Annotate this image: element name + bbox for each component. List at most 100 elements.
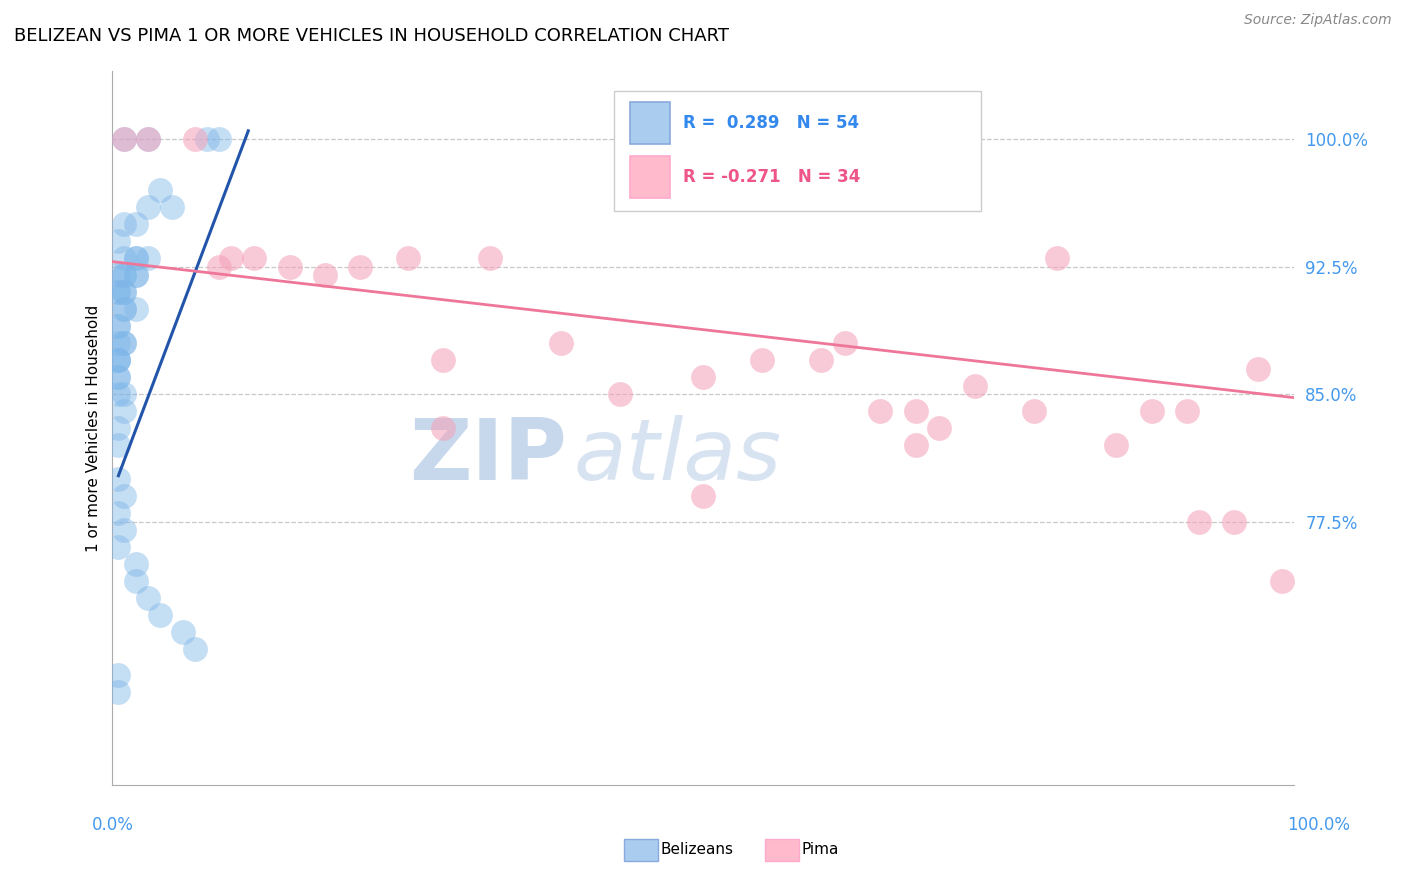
Point <box>112 523 135 537</box>
Point <box>112 268 135 283</box>
FancyBboxPatch shape <box>630 155 669 198</box>
Point <box>396 252 419 266</box>
Point <box>125 252 148 266</box>
Point <box>149 183 172 197</box>
Point <box>107 472 129 486</box>
Point <box>149 608 172 623</box>
Point <box>314 268 336 283</box>
Point <box>112 285 135 300</box>
Point <box>1140 404 1163 418</box>
Point <box>609 387 631 401</box>
Point <box>1046 252 1069 266</box>
Point <box>219 252 242 266</box>
Point <box>243 252 266 266</box>
Point <box>1223 515 1246 529</box>
Point <box>172 625 194 640</box>
Point <box>928 421 950 435</box>
Text: R =  0.289   N = 54: R = 0.289 N = 54 <box>683 114 859 132</box>
Point <box>184 132 207 146</box>
Point <box>107 353 129 368</box>
Point <box>834 336 856 351</box>
Point <box>112 252 135 266</box>
Point <box>125 557 148 571</box>
Point <box>1247 361 1270 376</box>
Point <box>125 252 148 266</box>
Point <box>195 132 218 146</box>
Point <box>692 489 714 503</box>
Point <box>107 353 129 368</box>
Point <box>1175 404 1198 418</box>
Point <box>107 506 129 520</box>
Point <box>136 591 159 605</box>
Point <box>184 642 207 657</box>
Point <box>963 378 986 392</box>
Point <box>112 489 135 503</box>
Point <box>107 438 129 452</box>
Point <box>751 353 773 368</box>
Point <box>107 540 129 554</box>
Point <box>112 336 135 351</box>
Point <box>125 268 148 283</box>
Point <box>1188 515 1211 529</box>
Text: Pima: Pima <box>801 842 839 856</box>
Point <box>869 404 891 418</box>
Point <box>1022 404 1045 418</box>
Point <box>136 200 159 214</box>
Point <box>692 370 714 384</box>
Text: 0.0%: 0.0% <box>91 816 134 834</box>
Point <box>112 302 135 317</box>
Point <box>107 370 129 384</box>
Point <box>904 404 927 418</box>
Point <box>125 268 148 283</box>
Point <box>107 353 129 368</box>
Point <box>208 260 231 274</box>
Point <box>160 200 183 214</box>
Point <box>112 387 135 401</box>
Point <box>1105 438 1128 452</box>
Point <box>107 421 129 435</box>
Text: atlas: atlas <box>574 415 782 499</box>
Point <box>136 132 159 146</box>
Point <box>136 252 159 266</box>
Point <box>107 285 129 300</box>
Point <box>904 438 927 452</box>
Point <box>107 319 129 334</box>
Point <box>107 319 129 334</box>
Y-axis label: 1 or more Vehicles in Household: 1 or more Vehicles in Household <box>86 304 101 552</box>
Point <box>107 285 129 300</box>
Point <box>125 574 148 588</box>
Point <box>125 217 148 231</box>
Point <box>107 336 129 351</box>
Point <box>479 252 502 266</box>
Point <box>136 132 159 146</box>
FancyBboxPatch shape <box>630 102 669 145</box>
Point <box>112 336 135 351</box>
FancyBboxPatch shape <box>614 91 980 211</box>
Point <box>125 302 148 317</box>
Point <box>107 387 129 401</box>
Point <box>107 684 129 698</box>
Text: R = -0.271   N = 34: R = -0.271 N = 34 <box>683 168 860 186</box>
Point <box>107 268 129 283</box>
Point <box>550 336 572 351</box>
Point <box>432 353 454 368</box>
Text: Belizeans: Belizeans <box>661 842 734 856</box>
Point <box>112 217 135 231</box>
Point <box>278 260 301 274</box>
Point <box>432 421 454 435</box>
Text: 100.0%: 100.0% <box>1286 816 1350 834</box>
Point <box>349 260 371 274</box>
Point <box>107 370 129 384</box>
Point <box>107 667 129 681</box>
Text: BELIZEAN VS PIMA 1 OR MORE VEHICLES IN HOUSEHOLD CORRELATION CHART: BELIZEAN VS PIMA 1 OR MORE VEHICLES IN H… <box>14 27 730 45</box>
Point <box>112 132 135 146</box>
Point <box>112 285 135 300</box>
Point <box>112 268 135 283</box>
Point <box>112 404 135 418</box>
Point <box>107 234 129 248</box>
Point <box>1271 574 1294 588</box>
Point <box>112 302 135 317</box>
Point <box>112 132 135 146</box>
Point <box>208 132 231 146</box>
Text: ZIP: ZIP <box>409 415 567 499</box>
